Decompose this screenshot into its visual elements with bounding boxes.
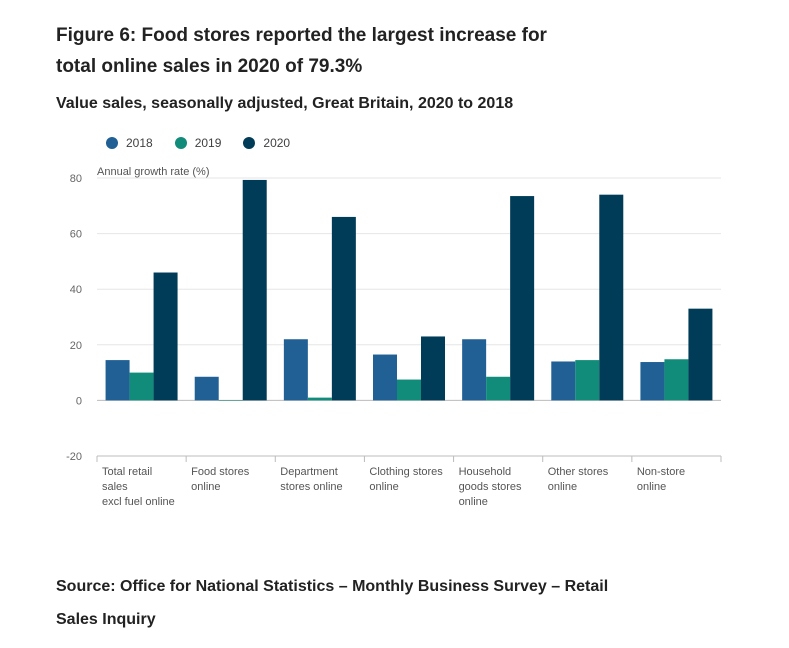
y-tick-label: 40 <box>70 284 82 296</box>
x-tick-label-line: online <box>369 481 398 493</box>
chart-legend: 2018 2019 2020 <box>106 136 312 150</box>
x-tick-label-line: Other stores <box>548 466 609 478</box>
x-axis: Total retail sales excl fuel online Food st… <box>96 455 722 508</box>
x-tick-label-line: Total retail <box>102 466 152 478</box>
y-tick-label: -20 <box>66 451 82 463</box>
x-tick-label-line: online <box>459 496 488 508</box>
x-tick-label-line: Department <box>280 466 337 478</box>
legend-label-2018: 2018 <box>126 136 153 150</box>
bar-2020 <box>421 336 445 401</box>
x-tick-label: Food stores online <box>191 466 250 493</box>
bar-2018 <box>373 354 397 401</box>
bar-2020 <box>331 216 356 401</box>
bar-2019 <box>486 376 511 401</box>
legend-item-2018: 2018 <box>106 136 153 150</box>
bar-2019 <box>218 400 243 401</box>
legend-swatch-2018 <box>106 137 118 149</box>
bar-2019 <box>575 360 600 401</box>
y-axis-label: Annual growth rate (%) <box>97 166 210 178</box>
x-tick-label-line: sales <box>102 481 128 493</box>
x-tick-label-line: goods stores <box>459 481 522 493</box>
legend-swatch-2020 <box>243 137 256 149</box>
bar-2018 <box>551 361 576 401</box>
x-tick-label: Non-store online <box>637 466 685 493</box>
bar-2020 <box>153 272 178 401</box>
legend-item-2019: 2019 <box>174 136 222 150</box>
bar-2019 <box>397 379 421 401</box>
x-tick-label-line: Non-store <box>637 466 685 478</box>
bar-2020 <box>510 196 535 401</box>
source-note: Source: Office for National Statistics –… <box>56 578 609 628</box>
x-tick-label-line: online <box>191 481 220 493</box>
x-tick-label-line: stores online <box>280 481 342 493</box>
bar-2020 <box>242 179 267 401</box>
x-tick-label-line: online <box>637 481 666 493</box>
x-tick-label-line: Clothing stores <box>369 466 443 478</box>
chart-title: Figure 6: Food stores reported the large… <box>56 25 547 77</box>
bar-2020 <box>599 194 624 401</box>
bar-2020 <box>688 308 713 401</box>
chart-subtitle: Value sales, seasonally adjusted, Great … <box>56 95 514 112</box>
y-tick-label: 60 <box>70 229 82 241</box>
bar-2018 <box>462 339 487 401</box>
legend-label-2019: 2019 <box>194 136 222 150</box>
x-tick-label: Clothing stores online <box>369 466 443 493</box>
x-tick-label-line: online <box>548 481 577 493</box>
y-tick-label: 20 <box>70 340 82 352</box>
legend-label-2020: 2020 <box>263 136 291 150</box>
legend-item-2020: 2020 <box>243 136 290 150</box>
legend-swatch-2019 <box>174 137 187 149</box>
x-tick-label-line: Food stores <box>191 466 250 478</box>
bar-2018 <box>283 339 308 401</box>
bar-2019 <box>307 397 332 401</box>
x-tick-label: Department stores online <box>280 466 342 493</box>
x-tick-label: Household goods stores online <box>459 466 522 508</box>
bar-2018 <box>194 376 219 401</box>
bar-2019 <box>664 359 689 401</box>
x-tick-label: Other stores online <box>548 466 609 493</box>
bars <box>105 179 713 401</box>
bar-2018 <box>105 360 130 401</box>
y-tick-label: 0 <box>76 395 82 407</box>
x-tick-label: Total retail sales excl fuel online <box>102 466 175 508</box>
x-tick-label-line: excl fuel online <box>102 496 175 508</box>
x-tick-label-line: Household <box>459 466 512 478</box>
y-tick-label: 80 <box>70 173 82 185</box>
bar-2018 <box>640 362 665 401</box>
bar-2019 <box>129 372 154 401</box>
